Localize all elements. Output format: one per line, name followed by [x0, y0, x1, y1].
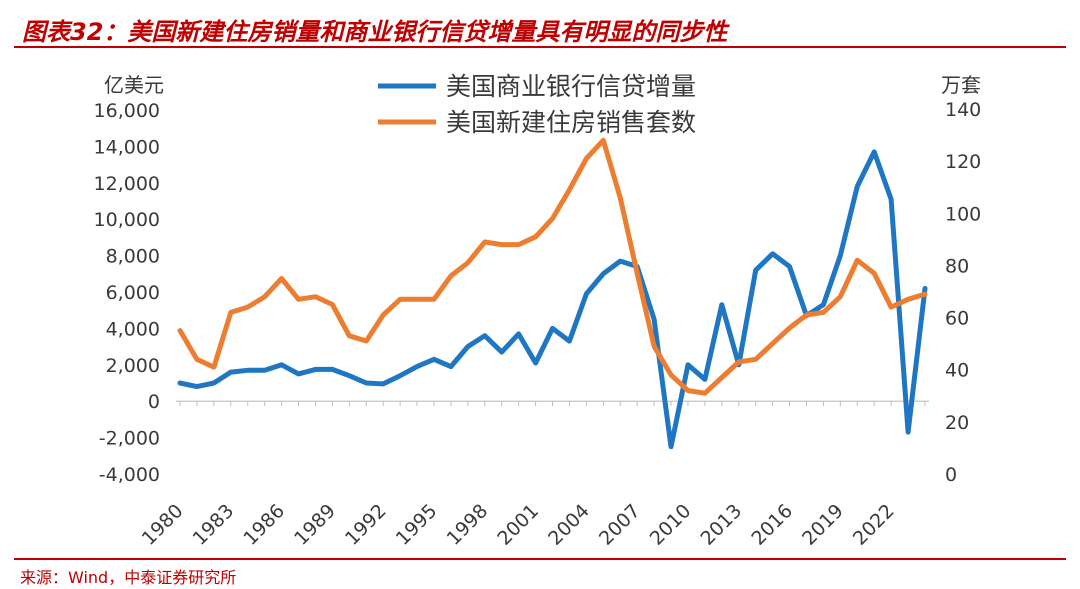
left-axis-unit: 亿美元 [104, 73, 164, 97]
x-axis-tick-label: 1989 [290, 500, 340, 550]
series-line-loan-increment [177, 149, 928, 450]
legend-label: 美国商业银行信贷增量 [446, 72, 696, 101]
left-axis-tick-label: 6,000 [106, 282, 160, 304]
x-axis-tick-label: 2007 [595, 500, 645, 550]
x-axis-tick-label: 1995 [392, 500, 442, 550]
x-axis-tick-label: 1986 [239, 500, 289, 550]
x-axis-tick-label: 2022 [849, 500, 899, 550]
right-axis-tick-label: 120 [945, 151, 981, 173]
left-axis-tick-label: -4,000 [99, 464, 160, 486]
x-axis-tick-label: 1983 [189, 500, 239, 550]
left-axis-tick-label: -2,000 [99, 428, 160, 450]
line-chart: 亿美元 万套 16,000 14,000 12,000 10,000 8,000 6,000 4… [94, 72, 982, 550]
right-axis-tick-label: 20 [945, 412, 969, 434]
x-axis-tick-label: 2016 [747, 500, 797, 550]
title-bar: 图表32：美国新建住房销量和商业银行信贷增量具有明显的同步性 [14, 6, 1066, 48]
left-axis-tick-label: 8,000 [106, 246, 160, 268]
right-axis-tick-label: 80 [945, 255, 969, 277]
chart-title: 图表32：美国新建住房销量和商业银行信贷增量具有明显的同步性 [22, 18, 728, 46]
left-axis-tick-label: 2,000 [106, 355, 160, 377]
x-axis-tick-label: 2019 [798, 500, 848, 550]
right-axis-tick-label: 60 [945, 308, 969, 330]
left-axis-tick-label: 14,000 [94, 136, 160, 158]
x-axis-tick-label: 2013 [697, 500, 747, 550]
right-axis-tick-label: 40 [945, 360, 969, 382]
left-axis-tick-label: 12,000 [94, 173, 160, 195]
right-axis-unit: 万套 [941, 73, 981, 97]
right-axis-tick-label: 140 [945, 99, 981, 121]
series-line-new-home-sales [177, 137, 928, 396]
series-layer [177, 137, 928, 450]
x-axis-tick-label: 1980 [138, 500, 188, 550]
left-axis-tick-label: 10,000 [94, 209, 160, 231]
left-axis-tick-label: 0 [148, 391, 160, 413]
footer-rule [14, 558, 1066, 560]
x-axis-tick-label: 2004 [544, 500, 594, 550]
x-axis-tick-label: 2010 [646, 500, 696, 550]
x-axis-tick-label: 2001 [493, 500, 543, 550]
x-axis-tick-label: 1998 [443, 500, 493, 550]
right-axis-tick-label: 100 [945, 203, 981, 225]
right-axis-tick-label: 0 [945, 464, 957, 486]
legend-label: 美国新建住房销售套数 [446, 108, 696, 137]
source-note: 来源：Wind，中泰证券研究所 [20, 568, 237, 587]
axis-layer: 亿美元 万套 16,000 14,000 12,000 10,000 8,000 6,000 4… [94, 73, 982, 550]
left-axis-tick-label: 4,000 [106, 318, 160, 340]
left-axis-tick-label: 16,000 [94, 100, 160, 122]
x-axis-tick-label: 1992 [341, 500, 391, 550]
